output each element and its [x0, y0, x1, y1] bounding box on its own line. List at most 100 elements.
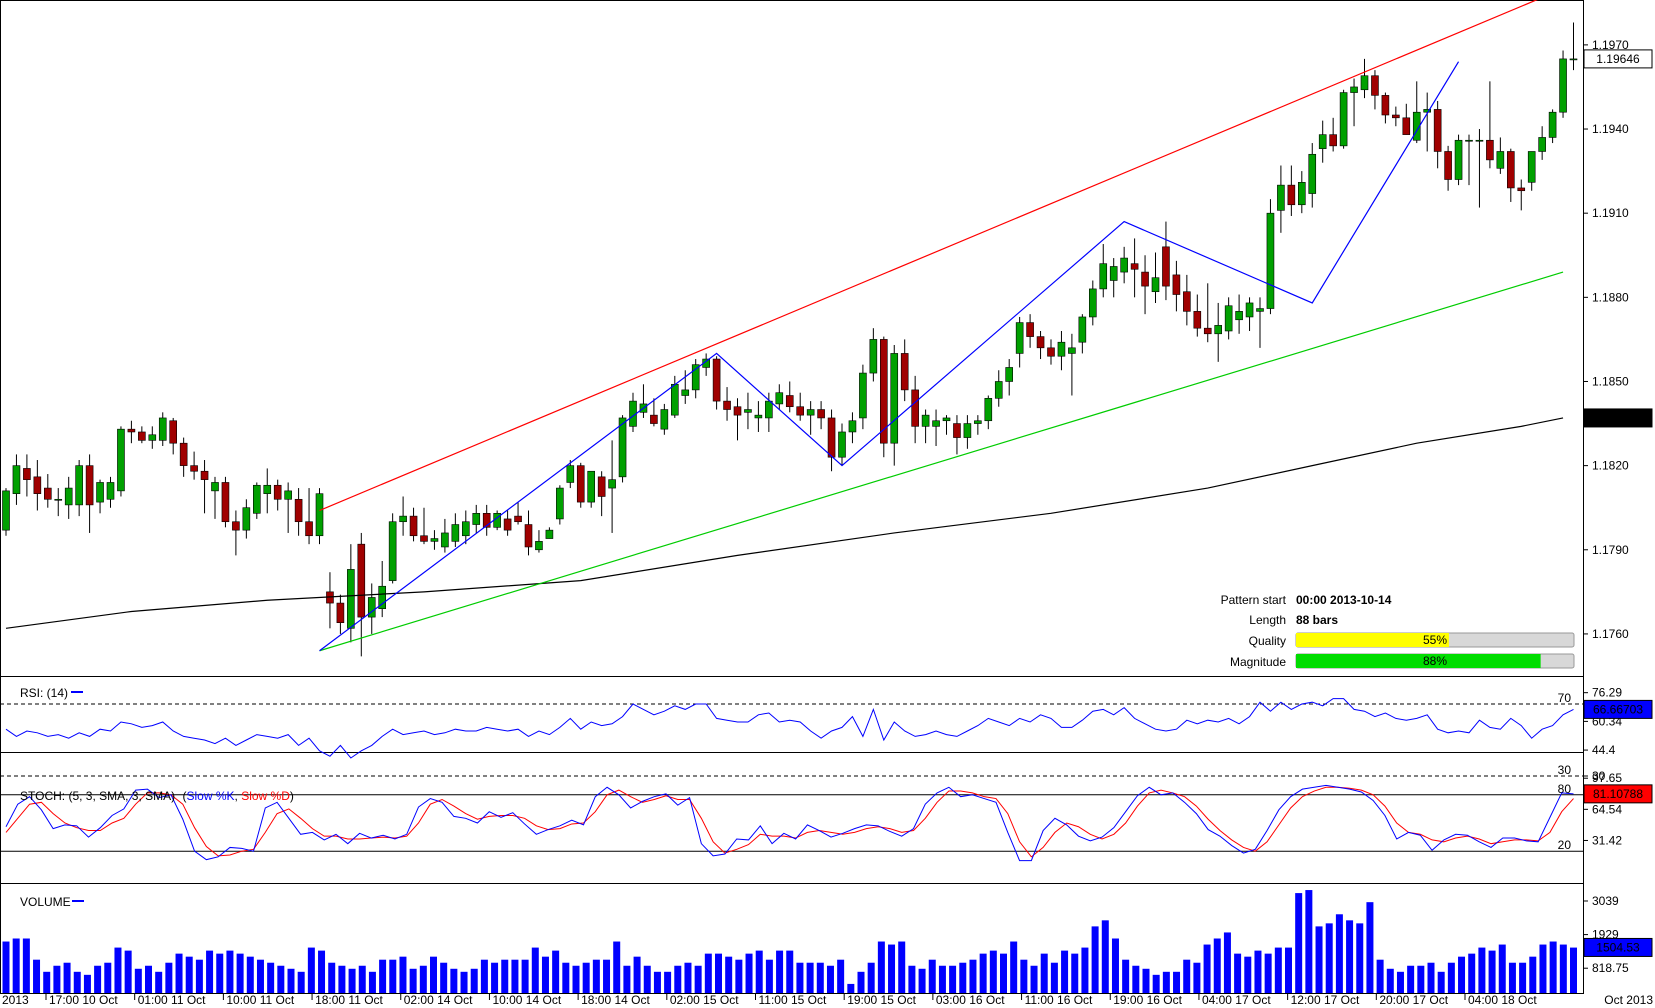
volume-bar	[715, 953, 722, 993]
volume-bar	[664, 971, 672, 993]
volume-bar	[888, 944, 896, 993]
candle-body	[1298, 182, 1306, 206]
volume-bar	[928, 959, 936, 993]
candle-body	[670, 383, 679, 416]
candle-body	[942, 417, 951, 422]
candle-body	[1256, 308, 1264, 312]
volume-bar	[195, 959, 203, 993]
candle-body	[733, 406, 742, 416]
volume-bar	[877, 941, 885, 993]
volume-bar	[674, 965, 682, 993]
volume-bar	[419, 965, 427, 993]
price-panel-frame	[0, 0, 1584, 677]
candle-body	[75, 465, 83, 506]
candle-body	[1496, 151, 1505, 169]
volume-current-tag-box	[1583, 937, 1653, 957]
candle-body	[1318, 134, 1327, 149]
volume-bar	[603, 959, 611, 993]
candle-body	[514, 515, 522, 523]
time-tick-label: 18:00 11 Oct	[315, 993, 383, 1007]
volume-bar	[826, 965, 834, 993]
candle-body	[1433, 109, 1442, 152]
candle-body	[890, 353, 899, 444]
stoch-tick-label: 31.42	[1592, 833, 1622, 847]
candle-body	[660, 409, 669, 430]
volume-bar	[511, 959, 519, 993]
candle-body	[1454, 139, 1463, 180]
stoch-separator: ,	[235, 789, 242, 803]
candle-body	[953, 423, 961, 438]
candle-body	[712, 358, 721, 402]
rsi-current-tag: 66.66703	[1593, 702, 1643, 716]
volume-bar	[368, 971, 376, 993]
candle-body	[127, 428, 136, 433]
volume-bar	[1081, 947, 1089, 993]
stoch-d-label: Slow %D	[241, 789, 290, 803]
candle-body	[420, 535, 428, 542]
volume-bar	[287, 968, 295, 993]
volume-bar	[124, 950, 132, 993]
volume-bar	[969, 959, 977, 993]
price-axis: 1.1970 1.1940 1.1910 1.1880 1.1850 1.1820 1.17…	[1583, 38, 1653, 641]
price-tick-label: 1.1880	[1592, 290, 1629, 304]
stoch-k-line	[5, 784, 1574, 862]
candle-body	[796, 406, 805, 416]
candle-body	[1047, 347, 1055, 357]
candle-body	[681, 389, 690, 396]
candle-body	[1287, 184, 1296, 206]
candle-body	[294, 498, 303, 523]
volume-bar	[165, 962, 173, 993]
stoch-panel-frame	[0, 752, 1584, 884]
volume-bar	[1223, 932, 1231, 993]
candle-body	[566, 465, 575, 483]
candle-body	[754, 414, 763, 419]
candle-body	[1371, 75, 1379, 96]
pattern-info: Pattern start 00:00 2013-10-14 Length 88…	[1221, 593, 1575, 669]
volume-bar	[43, 971, 51, 993]
volume-bar	[572, 965, 580, 993]
time-tick-label: 17:00 10 Oct	[49, 993, 118, 1007]
candle-body	[911, 389, 919, 427]
volume-bar	[1142, 968, 1150, 993]
candle-body	[273, 484, 282, 500]
volume-bar	[1346, 920, 1354, 993]
volume-bar	[1183, 959, 1191, 993]
candle-body	[33, 476, 42, 494]
candle-body	[1538, 137, 1546, 152]
volume-bar	[938, 965, 946, 993]
candle-body	[399, 515, 407, 523]
pattern-length-label: Length	[1249, 613, 1286, 627]
candle-body	[859, 372, 867, 419]
time-tick-label: 11:00 16 Oct	[1025, 993, 1093, 1007]
volume-bar	[399, 956, 407, 993]
candle-body	[1183, 291, 1191, 312]
volume-bar	[1285, 947, 1292, 993]
candle-body	[179, 442, 188, 466]
current-price-tag: 1.19646	[1596, 52, 1640, 66]
volume-bar	[1315, 926, 1323, 993]
candle-body	[1193, 311, 1202, 329]
candle-body	[1444, 151, 1452, 180]
volume-bar	[1356, 923, 1364, 993]
candle-body	[848, 420, 857, 433]
volume-tick-label: 3039	[1592, 894, 1619, 908]
volume-bar	[562, 962, 570, 993]
volume-bar	[989, 950, 997, 993]
volume-bar	[735, 959, 743, 993]
candle-body	[1057, 341, 1066, 357]
candle-body	[357, 543, 366, 618]
volume-bar	[531, 947, 539, 993]
candle-body	[1527, 151, 1536, 183]
rsi-current-tag-box	[1583, 699, 1653, 719]
rsi-level-label: 70	[1558, 691, 1572, 705]
candle-body	[1548, 111, 1557, 138]
volume-bar	[226, 950, 234, 993]
volume-bar	[541, 956, 549, 993]
candle-body	[106, 482, 115, 500]
candle-body	[461, 521, 470, 537]
candle-body	[1507, 151, 1515, 189]
volume-bar	[1386, 968, 1394, 993]
volume-bar	[1305, 890, 1313, 993]
volume-bar	[623, 965, 631, 993]
zigzag-line	[319, 61, 1460, 652]
